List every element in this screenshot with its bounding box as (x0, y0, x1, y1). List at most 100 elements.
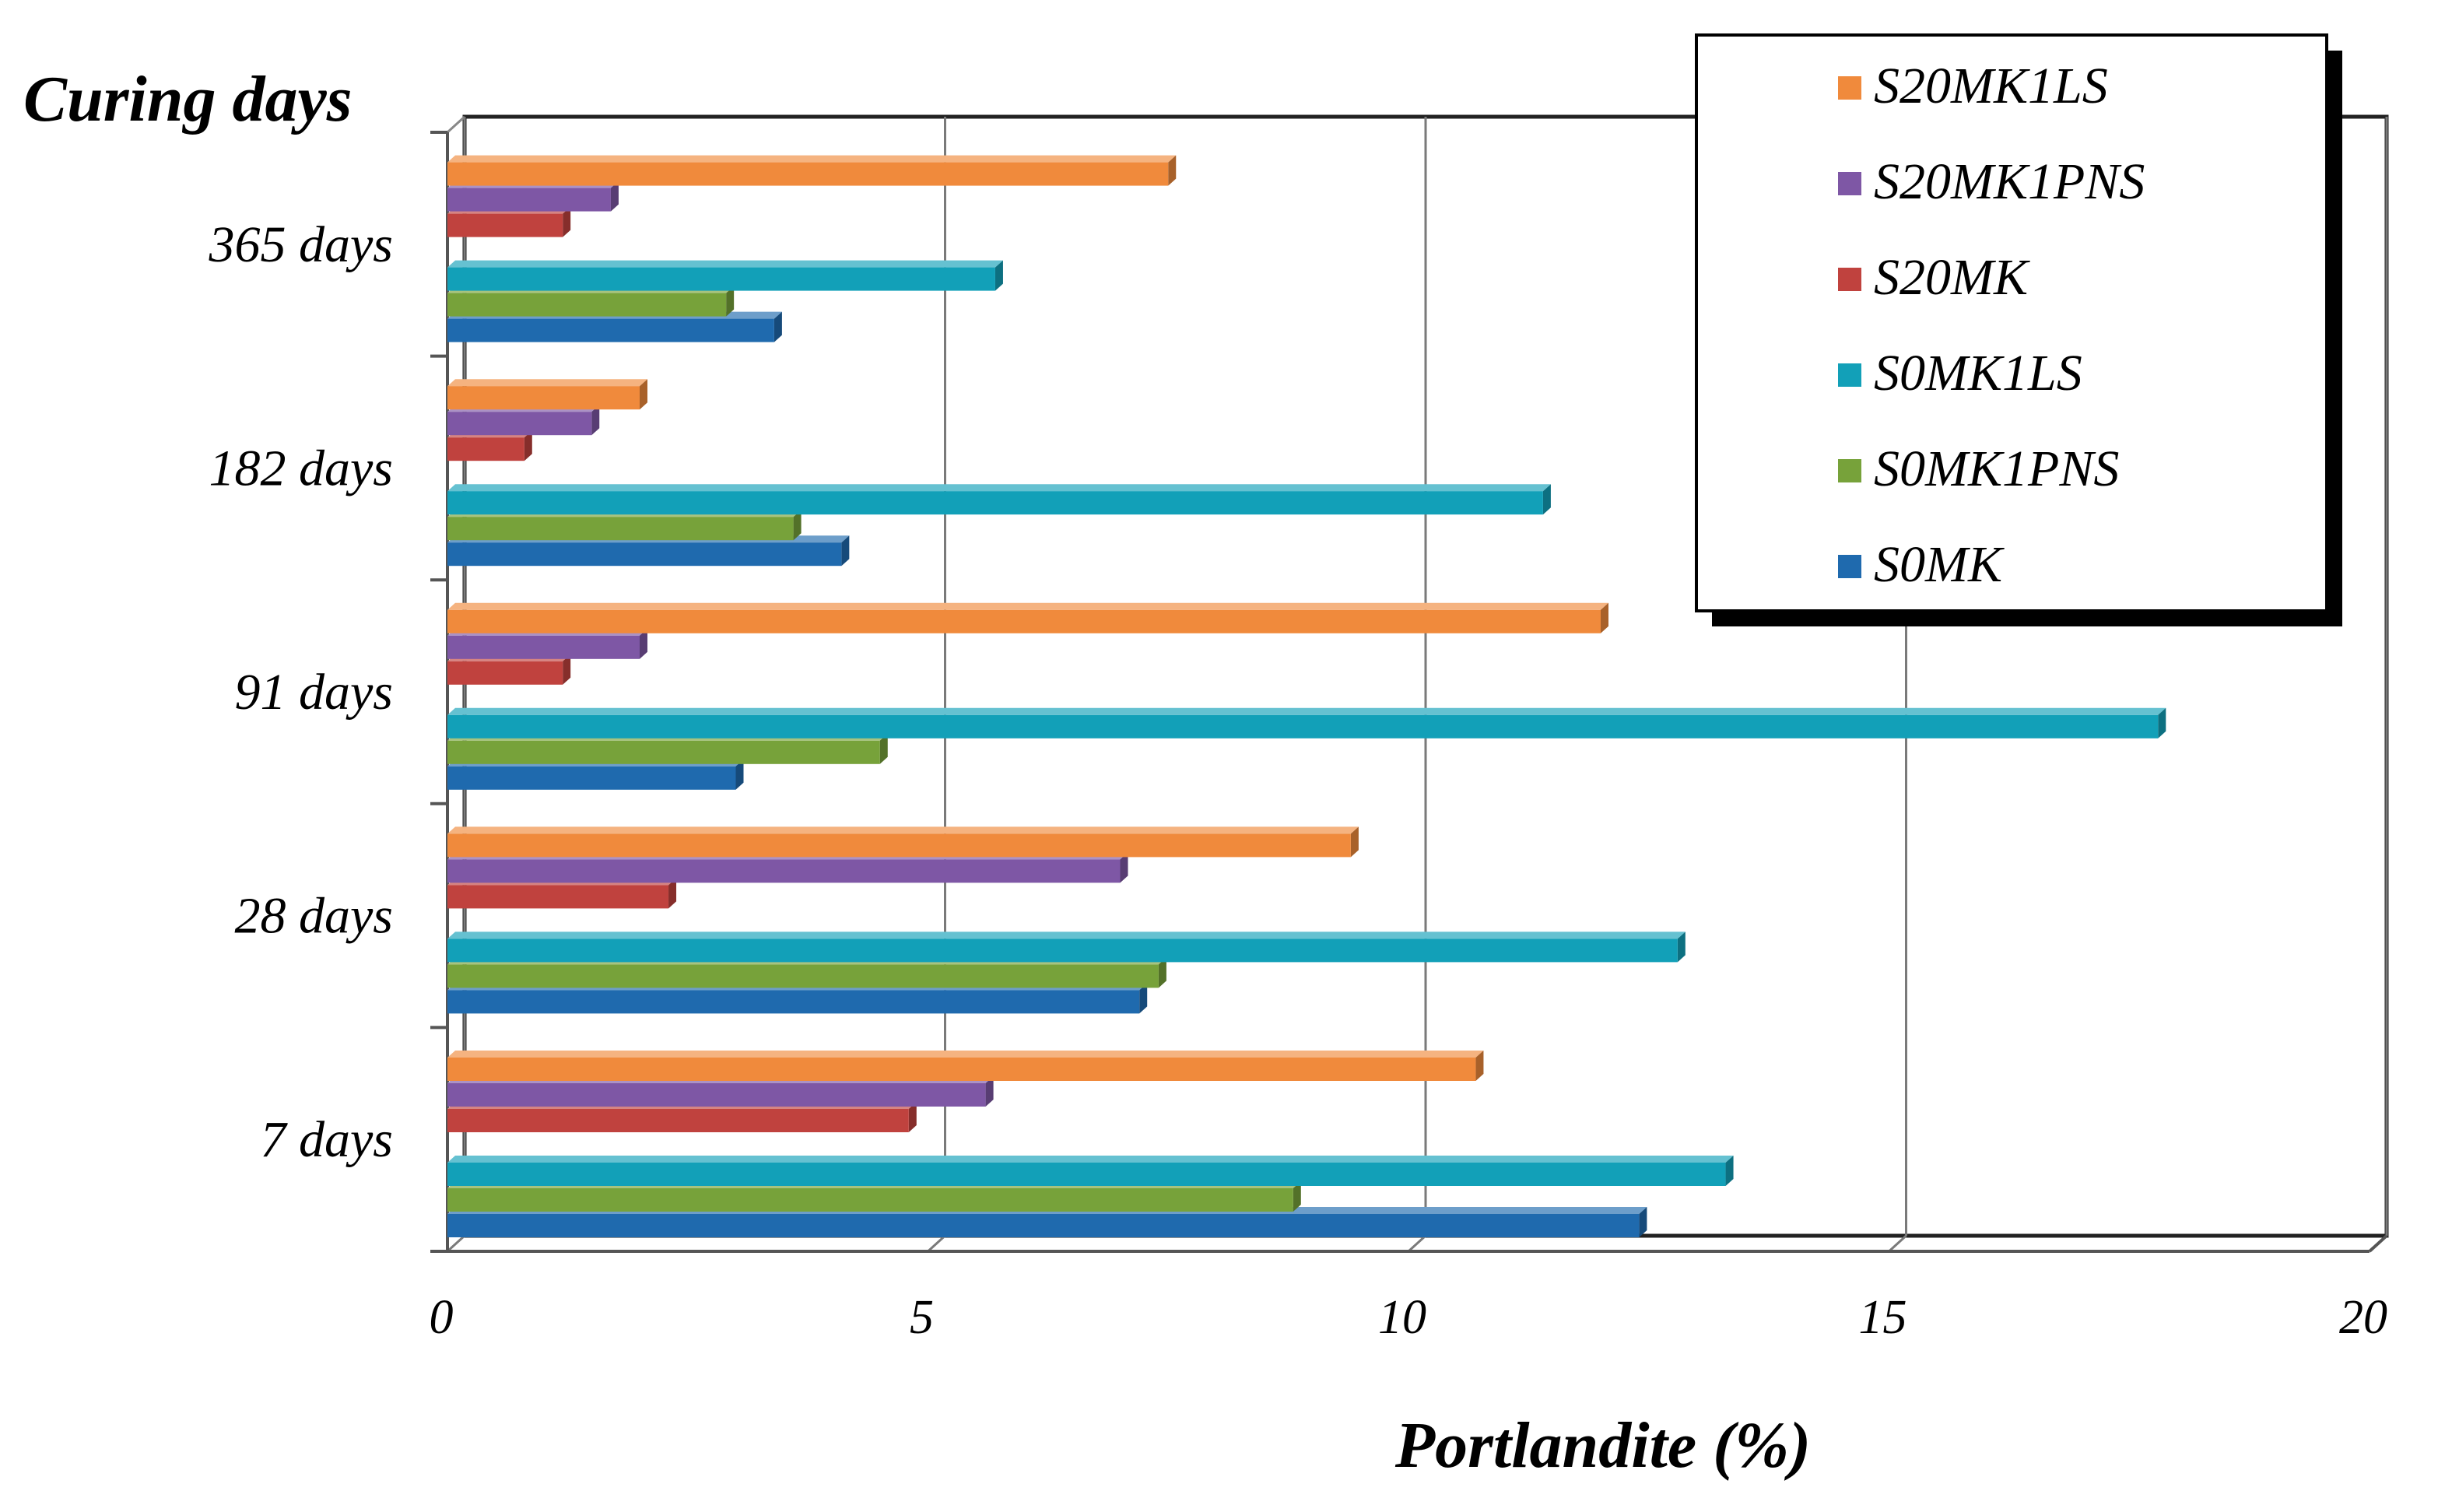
legend-entry-label: S20MK1LS (1874, 58, 2108, 114)
bar-front-face (447, 213, 563, 237)
bar-top-face (447, 707, 2166, 715)
bar-S20MK1LS-91-days (447, 602, 1608, 633)
bar-top-face (447, 379, 647, 387)
bar-front-face (447, 293, 727, 317)
bar-end-face (1158, 957, 1166, 988)
bar-S0MK1LS-182-days (447, 484, 1551, 515)
bar-front-face (447, 162, 1169, 186)
x-tick-label: 5 (910, 1291, 934, 1344)
bar-front-face (447, 609, 1601, 633)
bar-end-face (1725, 1156, 1734, 1186)
bar-front-face (447, 766, 736, 790)
plot-corner-edge (446, 115, 466, 134)
bar-front-face (447, 1058, 1476, 1081)
bar-end-face (994, 260, 1003, 291)
x-axis-title: Portlandite (%) (1394, 1409, 1811, 1482)
x-grid-floor-line (1407, 1234, 1427, 1253)
y-axis-title: Curing days (23, 63, 352, 135)
bar-end-face (1120, 852, 1128, 883)
bar-end-face (610, 181, 619, 212)
bar-end-face (879, 733, 888, 764)
bar-front-face (447, 938, 1678, 963)
y-category-label: 91 days (235, 664, 393, 721)
bar-front-face (447, 188, 611, 212)
bar-S0MK1LS-365-days (447, 260, 1003, 291)
bar-top-face (447, 602, 1608, 610)
x-tick-label: 15 (1859, 1291, 1907, 1344)
legend-swatch (1838, 555, 1861, 578)
bar-S0MK1LS-7-days (447, 1156, 1734, 1186)
bar-top-face (447, 155, 1177, 163)
legend-entry-label: S0MK (1874, 536, 2005, 593)
x-tick-label: 0 (430, 1291, 454, 1344)
bar-end-face (640, 628, 647, 659)
legend-entry-label: S0MK1PNS (1874, 440, 2119, 497)
bar-end-face (563, 654, 571, 685)
bar-front-face (447, 1188, 1293, 1212)
legend-swatch (1838, 459, 1861, 482)
bar-end-face (591, 405, 600, 436)
bar-S0MK1LS-28-days (447, 931, 1686, 963)
bar-end-face (773, 311, 782, 342)
legend: S20MK1LS S20MK1PNS S20MK S0MK1LS S0MK1PNS S0M… (1695, 33, 2342, 626)
y-category-label: 365 days (209, 216, 393, 273)
bar-top-face (447, 931, 1686, 939)
bar-S20MK1LS-365-days (447, 155, 1177, 186)
bar-front-face (447, 740, 880, 764)
bar-front-face (447, 714, 2159, 738)
legend-box (1695, 33, 2328, 612)
bar-front-face (447, 386, 640, 410)
bar-end-face (1168, 155, 1177, 186)
legend-swatch (1838, 268, 1861, 291)
bar-top-face (447, 260, 1003, 268)
x-axis-end-edge (2368, 1234, 2388, 1253)
bar-end-face (1350, 826, 1359, 858)
bar-front-face (447, 833, 1351, 858)
bar-end-face (1601, 602, 1608, 633)
legend-swatch (1838, 76, 1861, 100)
bar-end-face (2158, 707, 2166, 738)
bar-front-face (447, 1083, 986, 1107)
bar-end-face (726, 286, 735, 317)
bar-layer (447, 155, 2166, 1237)
bar-front-face (447, 1163, 1726, 1186)
bar-S0MK1LS-91-days (447, 707, 2166, 738)
bar-front-face (447, 437, 524, 461)
bar-end-face (841, 535, 850, 567)
bar-top-face (447, 1156, 1734, 1163)
bar-front-face (447, 491, 1543, 515)
bar-end-face (985, 1076, 994, 1107)
bar-front-face (447, 412, 592, 436)
bar-front-face (447, 859, 1121, 883)
bar-front-face (447, 1109, 909, 1132)
legend-swatch (1838, 172, 1861, 195)
bar-front-face (447, 1214, 1640, 1237)
legend-entry-label: S20MK (1874, 249, 2030, 306)
bar-S20MK1LS-182-days (447, 379, 647, 410)
bar-end-face (793, 510, 802, 541)
bar-end-face (524, 430, 532, 461)
bar-end-face (1542, 484, 1551, 515)
bar-end-face (1475, 1051, 1484, 1081)
legend-entry-label: S20MK1PNS (1874, 153, 2145, 210)
legend-swatch (1838, 363, 1861, 387)
bar-end-face (1639, 1207, 1647, 1237)
bar-front-face (447, 542, 842, 567)
bar-front-face (447, 964, 1159, 988)
bar-end-face (1139, 983, 1148, 1014)
x-tick-label: 20 (2339, 1291, 2387, 1344)
bar-end-face (1293, 1181, 1301, 1212)
y-category-label: 28 days (235, 888, 393, 945)
y-category-label: 7 days (261, 1111, 393, 1168)
x-grid-floor-line (446, 1234, 466, 1253)
bar-front-face (447, 267, 995, 291)
x-grid-floor-line (927, 1234, 946, 1253)
bar-front-face (447, 318, 774, 342)
bar-top-face (447, 1051, 1484, 1058)
y-category-label: 182 days (209, 440, 393, 496)
bar-front-face (447, 990, 1140, 1014)
bar-S20MK-7-days (447, 1102, 917, 1132)
bar-front-face (447, 661, 563, 685)
bar-top-face (447, 484, 1551, 492)
